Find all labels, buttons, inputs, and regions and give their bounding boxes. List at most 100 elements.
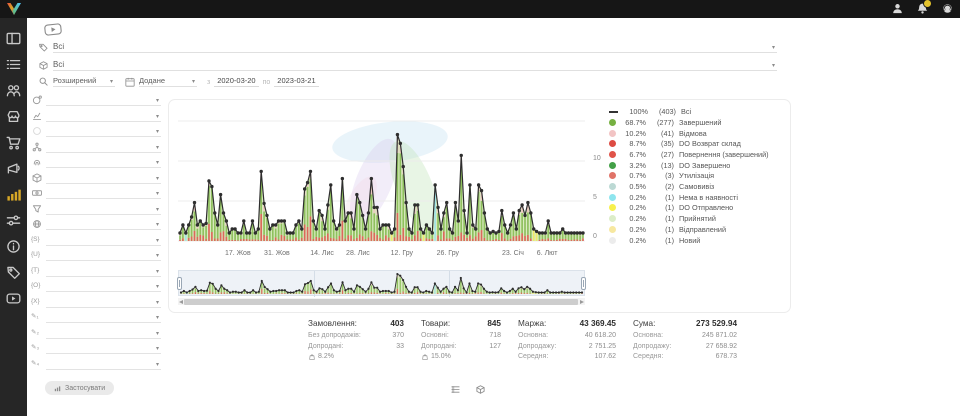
date-to-input[interactable]: 2023-03-21 — [274, 76, 318, 87]
filter-row-circle[interactable]: ▾ — [31, 123, 161, 137]
chart-navigator[interactable] — [178, 270, 585, 296]
filter-row-package[interactable]: ▾ — [31, 170, 161, 184]
filter-select-banknote[interactable]: ▾ — [46, 186, 161, 199]
chevron-down-icon: ▾ — [156, 330, 161, 338]
filter-row-network[interactable]: ▾ — [31, 139, 161, 153]
legend-count: (41) — [646, 129, 674, 138]
filter-select-brace-u[interactable]: ▾ — [46, 248, 161, 261]
filter-select-package[interactable]: ▾ — [46, 171, 161, 184]
filter-select-globe-badge[interactable]: ▾ — [46, 93, 161, 106]
legend-row[interactable]: 0.2%(1)Нема в наявності — [609, 194, 769, 202]
stat-title: Товари: — [421, 319, 450, 328]
navigator-left-handle[interactable] — [177, 277, 182, 290]
sidebar-item-cart-icon[interactable] — [5, 134, 22, 151]
legend-row[interactable]: 8.7%(35)DO Возврат склад — [609, 140, 769, 148]
product-filter[interactable]: Всі ▾ — [38, 60, 777, 71]
sidebar-item-info-icon[interactable] — [5, 238, 22, 255]
filter-row-pencil-4[interactable]: ✎₄▾ — [31, 356, 161, 370]
stat-sub-value: 33 — [396, 342, 404, 353]
y-tick-5: 5 — [593, 194, 597, 201]
upsell-badge: 15.0% — [421, 352, 501, 363]
sidebar-item-sliders-icon[interactable] — [5, 212, 22, 229]
avatar-icon[interactable] — [891, 2, 904, 15]
filter-select-pencil-3[interactable]: ▾ — [46, 341, 161, 354]
filter-select-brace-s[interactable]: ▾ — [46, 233, 161, 246]
legend-row[interactable]: 0.2%(1)DO Отправлено — [609, 204, 769, 212]
filter-row-chart-flag[interactable]: ▾ — [31, 108, 161, 122]
filter-row-brace-t[interactable]: {T}▾ — [31, 263, 161, 277]
legend-row[interactable]: 68.7%(277)Завершений — [609, 119, 769, 127]
package-view-icon[interactable] — [475, 384, 486, 395]
legend-row[interactable]: 0.5%(2)Самовивіз — [609, 183, 769, 191]
legend-row[interactable]: 3.2%(13)DO Завершено — [609, 161, 769, 169]
summary-stats: Замовлення: 403Без допродажів: 370Допрод… — [308, 319, 737, 363]
filter-row-brace-s[interactable]: {S}▾ — [31, 232, 161, 246]
filter-row-globe-badge[interactable]: ▾ — [31, 92, 161, 106]
sidebar-item-users-icon[interactable] — [5, 82, 22, 99]
calendar-icon — [125, 77, 135, 87]
legend-label: DO Возврат склад — [679, 139, 741, 148]
search-icon[interactable] — [38, 76, 49, 87]
sidebar-item-store-icon[interactable] — [5, 108, 22, 125]
scroll-left-arrow[interactable] — [179, 300, 183, 304]
chart-scrollbar[interactable] — [178, 298, 585, 305]
orders-chart[interactable] — [178, 104, 585, 249]
support-icon[interactable] — [941, 2, 954, 15]
filter-row-pencil-1[interactable]: ✎₁▾ — [31, 309, 161, 323]
chevron-down-icon: ▾ — [156, 97, 161, 105]
navigator-right-handle[interactable] — [581, 277, 586, 290]
filter-row-pencil-3[interactable]: ✎₃▾ — [31, 340, 161, 354]
x-tick-label: 28. Лис — [346, 250, 370, 257]
filter-select-brace-t[interactable]: ▾ — [46, 264, 161, 277]
legend-row[interactable]: 6.7%(27)Повернення (завершений) — [609, 151, 769, 159]
filter-select-chart-flag[interactable]: ▾ — [46, 109, 161, 122]
filter-row-brace-o[interactable]: {O}▾ — [31, 278, 161, 292]
filter-row-fingerprint[interactable]: ▾ — [31, 154, 161, 168]
filter-select-fingerprint[interactable]: ▾ — [46, 155, 161, 168]
filter-row-funnel[interactable]: ▾ — [31, 201, 161, 215]
filter-select-funnel[interactable]: ▾ — [46, 202, 161, 215]
date-from-input[interactable]: 2020-03-20 — [214, 76, 258, 87]
sidebar-item-discount-tag-icon[interactable] — [5, 264, 22, 281]
legend-label: Новий — [679, 236, 700, 245]
filter-select-circle[interactable]: ▾ — [46, 124, 161, 137]
sidebar-item-list-icon[interactable] — [5, 56, 22, 73]
search-mode-select[interactable]: Розширений ▾ — [53, 76, 115, 87]
filter-row-globe[interactable]: ▾ — [31, 216, 161, 230]
legend-swatch — [609, 215, 616, 222]
date-field-select[interactable]: Додане ▾ — [139, 76, 197, 87]
sidebar-item-megaphone-icon[interactable] — [5, 160, 22, 177]
legend-row[interactable]: 0.2%(1)Прийнятий — [609, 215, 769, 223]
legend-row[interactable]: 0.2%(1)Новий — [609, 236, 769, 244]
scrollbar-thumb[interactable] — [184, 299, 578, 305]
legend-row[interactable]: 0.2%(1)Відправлений — [609, 226, 769, 234]
sidebar-item-chart-bars-icon[interactable] — [5, 186, 22, 203]
scroll-right-arrow[interactable] — [580, 300, 584, 304]
filter-row-brace-u[interactable]: {U}▾ — [31, 247, 161, 261]
y-tick-0: 0 — [593, 233, 597, 240]
category-filter[interactable]: Всі ▾ — [38, 42, 777, 53]
stat-sub-value: 40 618.20 — [585, 331, 616, 342]
filter-select-network[interactable]: ▾ — [46, 140, 161, 153]
filter-select-pencil-1[interactable]: ▾ — [46, 310, 161, 323]
package-icon — [31, 172, 43, 184]
filter-select-pencil-2[interactable]: ▾ — [46, 326, 161, 339]
legend-row[interactable]: 10.2%(41)Відмова — [609, 129, 769, 137]
sidebar-item-dashboard-icon[interactable] — [5, 30, 22, 47]
filter-row-banknote[interactable]: ▾ — [31, 185, 161, 199]
video-tutorial-icon[interactable] — [44, 23, 62, 36]
chevron-down-icon: ▾ — [156, 144, 161, 152]
filter-select-pencil-4[interactable]: ▾ — [46, 357, 161, 370]
legend-row[interactable]: 0.7%(3)Утилізація — [609, 172, 769, 180]
bell-icon[interactable] — [916, 2, 929, 15]
filter-select-brace-o[interactable]: ▾ — [46, 279, 161, 292]
apply-button[interactable]: Застосувати — [45, 381, 114, 395]
app-logo-icon[interactable] — [5, 2, 23, 16]
legend-row[interactable]: 100%(403)Всі — [609, 108, 769, 116]
filter-select-brace-x[interactable]: ▾ — [46, 295, 161, 308]
filter-select-globe[interactable]: ▾ — [46, 217, 161, 230]
table-list-icon[interactable] — [450, 384, 461, 395]
filter-row-brace-x[interactable]: {X}▾ — [31, 294, 161, 308]
filter-row-pencil-2[interactable]: ✎₂▾ — [31, 325, 161, 339]
sidebar-item-video-icon[interactable] — [5, 290, 22, 307]
